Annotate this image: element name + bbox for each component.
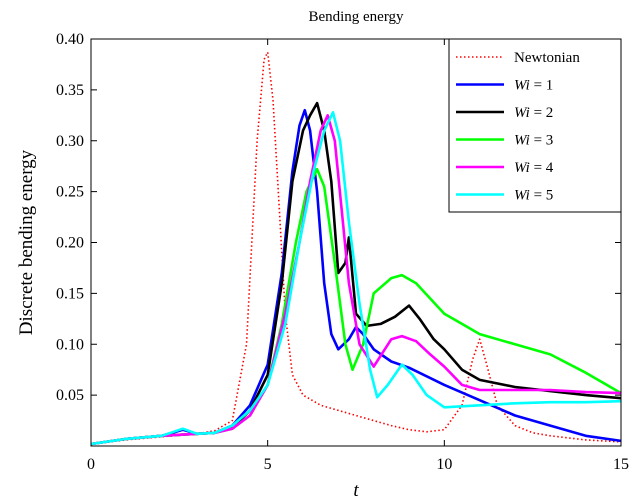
x-tick-label: 15 — [613, 456, 629, 473]
y-tick-label: 0.20 — [56, 235, 84, 252]
series-line-6 — [90, 111, 622, 446]
y-tick-label: 0.10 — [56, 336, 84, 353]
legend-label: Wi = 1 — [514, 78, 553, 94]
y-tick-label: 0.15 — [56, 285, 84, 302]
x-tick-label: 10 — [436, 456, 452, 473]
y-tick-label: 0.40 — [56, 31, 84, 48]
legend-label: Wi = 4 — [514, 160, 554, 176]
axis-ticks: 0 5 10 15 0.05 0.10 0.15 0.20 0.25 0.30 0.35 0.40 — [56, 31, 629, 473]
legend-label: Wi = 3 — [514, 133, 553, 149]
y-tick-label: 0.30 — [56, 133, 84, 150]
y-tick-label: 0.35 — [56, 82, 84, 99]
series-line-1 — [90, 51, 622, 445]
legend: Newtonian Wi = 1 Wi = 2 Wi = 3 Wi = 4 Wi = 5 — [448, 38, 622, 213]
series-line-5 — [90, 114, 622, 446]
y-axis-label: Discrete bending energy — [16, 149, 37, 335]
legend-box — [448, 38, 622, 213]
y-tick-label: 0.05 — [56, 387, 84, 404]
y-tick-label: 0.25 — [56, 184, 84, 201]
plot-lines — [90, 51, 622, 446]
x-tick-label: 5 — [264, 456, 272, 473]
x-axis-label: t — [353, 480, 359, 501]
legend-label: Newtonian — [514, 50, 580, 66]
series-line-3 — [90, 101, 622, 446]
chart-title: Bending energy — [308, 9, 404, 25]
x-tick-label: 0 — [87, 456, 95, 473]
legend-label: Wi = 5 — [514, 188, 553, 204]
legend-label: Wi = 2 — [514, 105, 553, 121]
